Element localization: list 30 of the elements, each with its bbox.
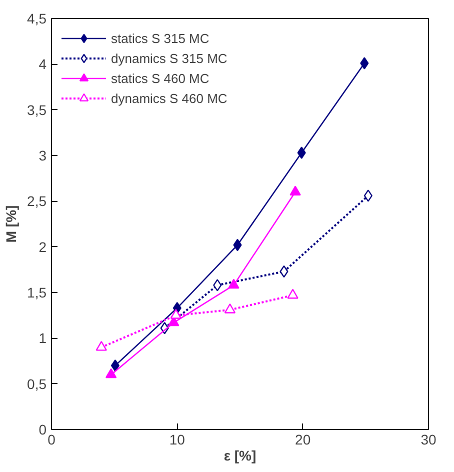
x-axis-title: ε [%] [224,448,256,464]
y-axis-title: M [%] [3,205,20,243]
legend-label: dynamics S 460 MC [111,90,228,106]
y-tick-label: 3,5 [27,102,47,118]
y-tick-label: 3 [38,148,47,164]
y-tick-label: 0,5 [27,376,47,392]
x-tick-label: 20 [295,432,311,448]
legend-label: dynamics S 315 MC [111,50,228,66]
point [287,288,298,299]
point [360,57,369,70]
y-tick-label: 4 [38,56,47,72]
x-tick-label: 10 [169,432,186,448]
point [224,303,236,314]
point [105,368,117,378]
point [364,190,372,202]
point [228,278,240,289]
legend-label: statics S 460 MC [111,70,210,86]
y-tick-label: 0 [38,422,47,438]
y-tick-label: 1,5 [27,284,47,300]
legend-label: statics S 315 MC [111,30,210,46]
y-tick-label: 1 [38,330,47,346]
y-tick-label: 2,5 [27,193,47,210]
point [96,340,107,351]
point [290,186,301,196]
y-tick-label: 2 [38,238,47,255]
point [170,308,182,319]
x-tick-label: 30 [420,432,436,448]
y-tick-label: 4,5 [27,10,47,26]
point [213,279,222,292]
point [297,146,306,159]
